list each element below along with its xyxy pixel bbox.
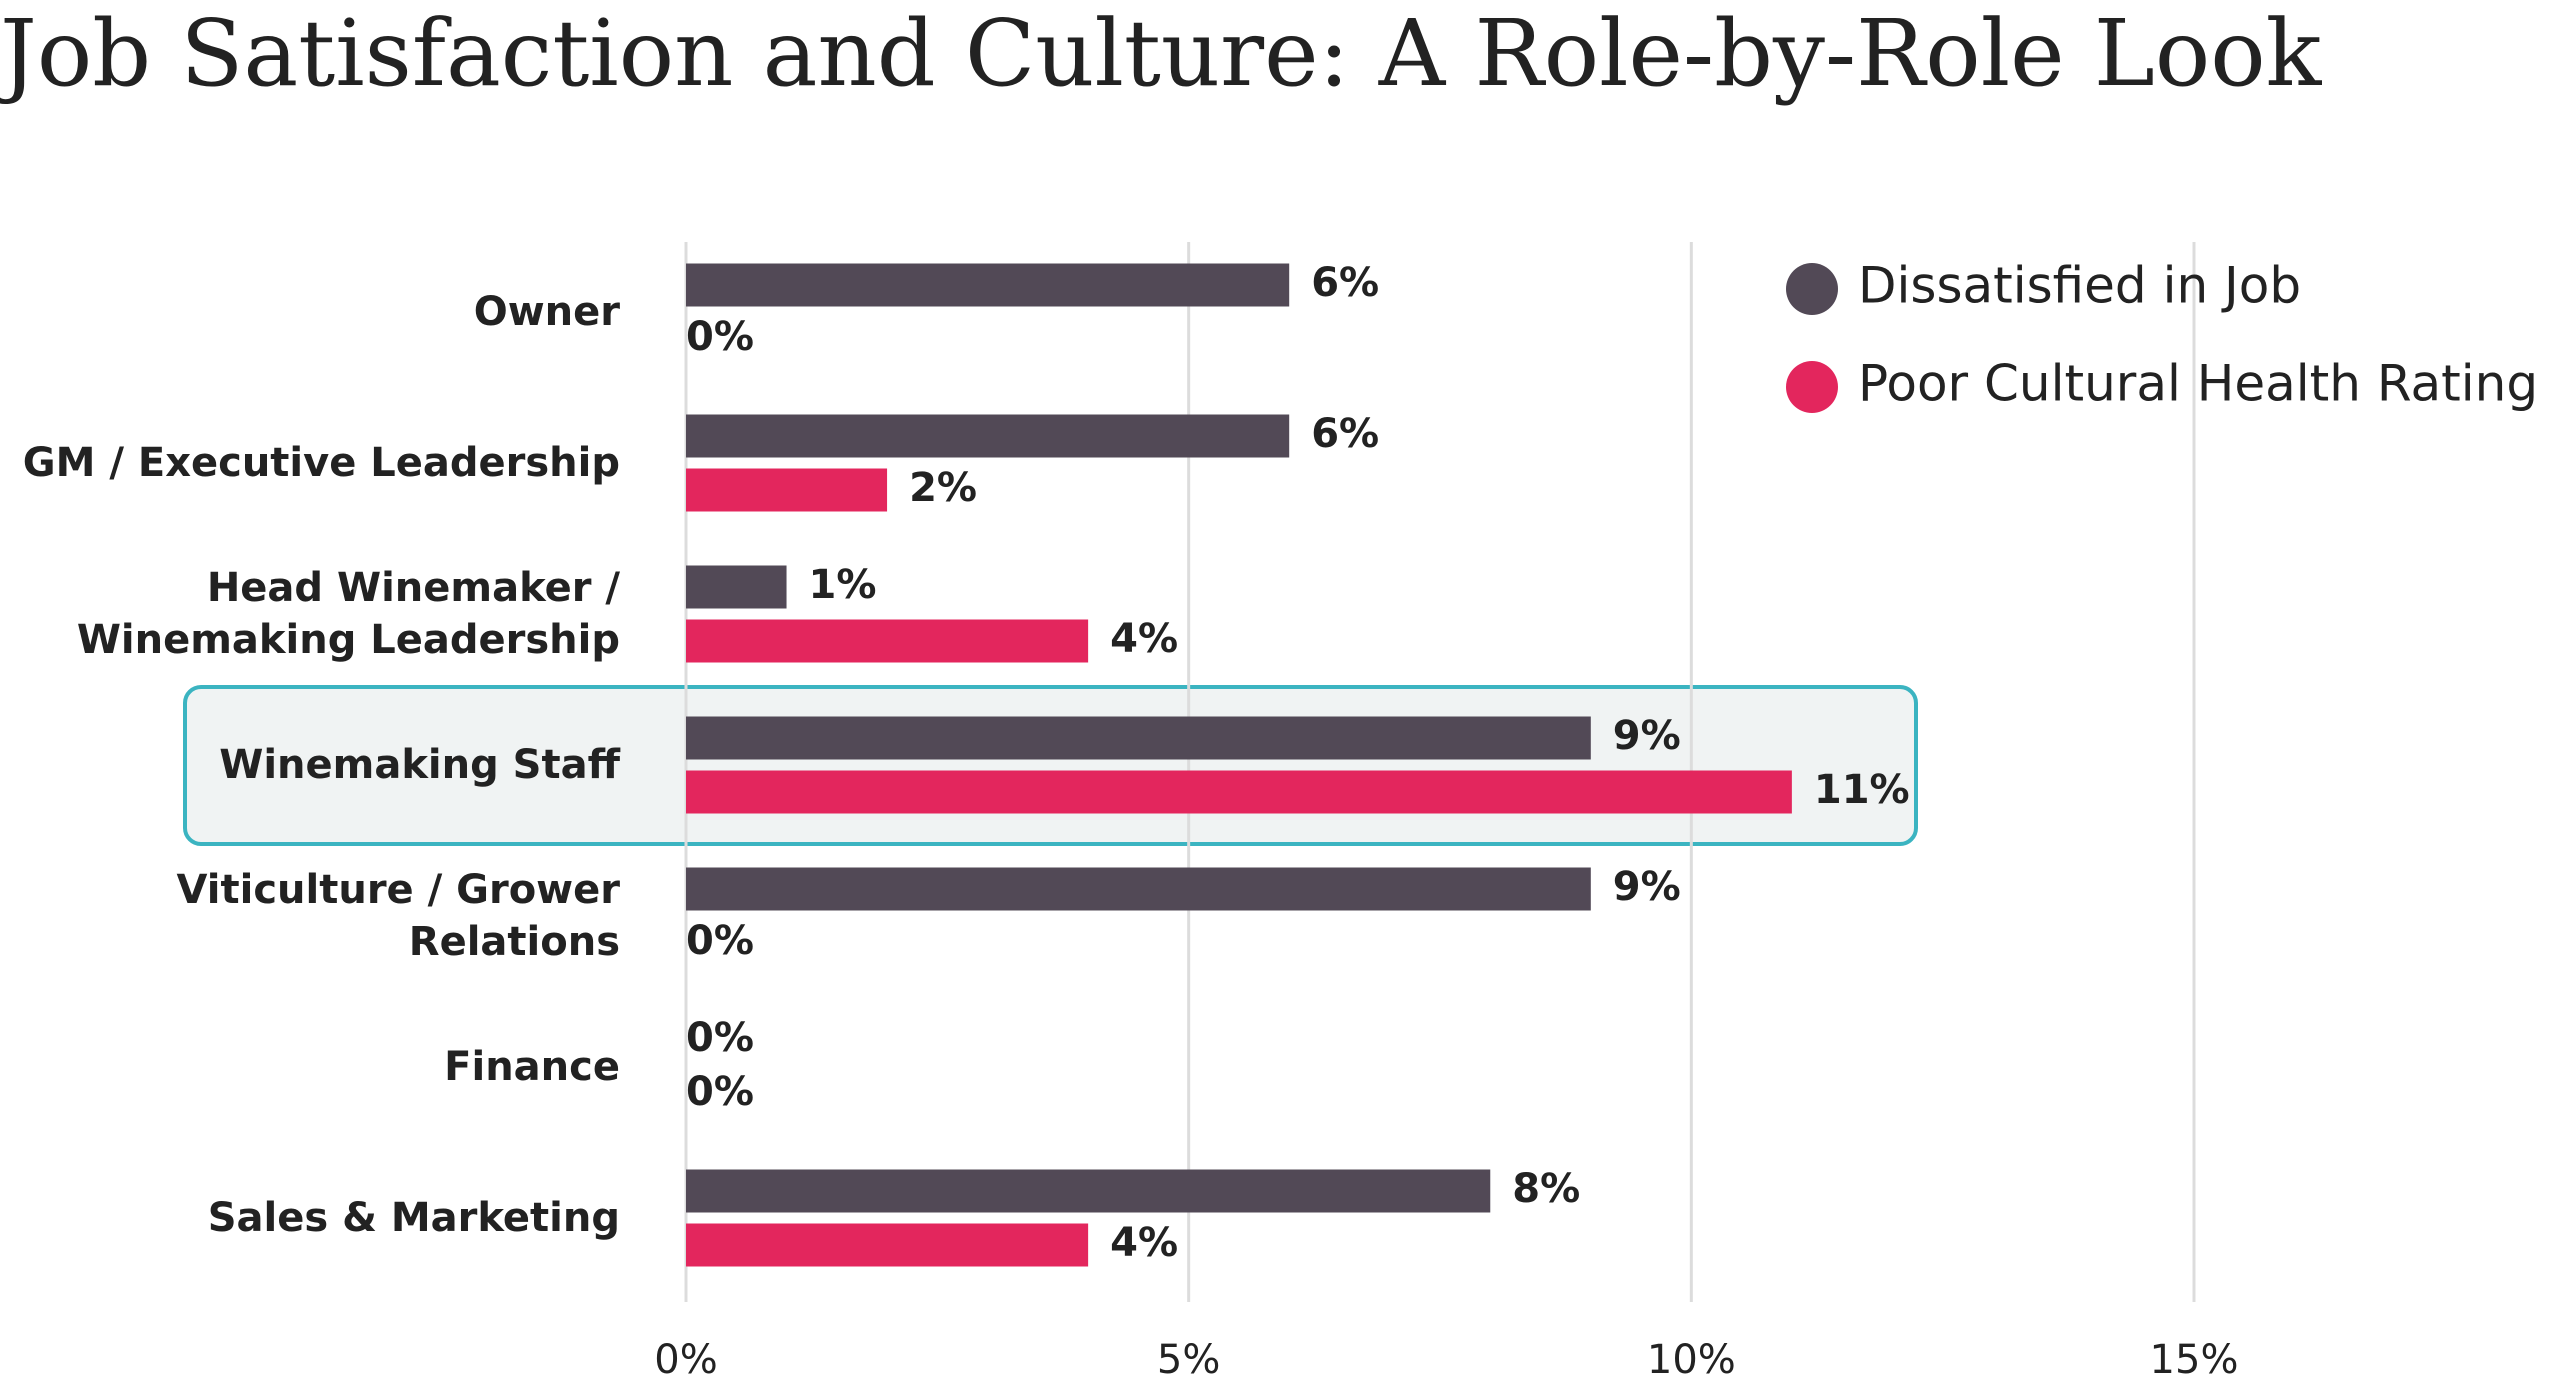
value-label: 0%	[686, 1015, 754, 1061]
bar	[686, 565, 787, 609]
x-tick-label: 10%	[1647, 1337, 1736, 1383]
value-label: 4%	[1110, 616, 1178, 662]
value-label: 8%	[1512, 1166, 1580, 1212]
value-label: 6%	[1311, 411, 1379, 457]
x-tick-label: 15%	[2150, 1337, 2239, 1383]
bar	[686, 263, 1290, 307]
bar	[686, 1223, 1089, 1267]
chart-title: Job Satisfaction and Culture: A Role-by-…	[0, 0, 2322, 107]
value-label: 9%	[1613, 864, 1681, 910]
y-tick-label: Viticulture / Grower Relations	[176, 867, 620, 965]
value-label: 9%	[1613, 713, 1681, 759]
value-label: 0%	[686, 918, 754, 964]
bar	[686, 716, 1591, 760]
y-tick-label: Finance	[444, 1044, 620, 1090]
y-tick-label: GM / Executive Leadership	[22, 440, 620, 486]
y-tick-label: Winemaking Staff	[219, 742, 620, 788]
legend-marker	[1786, 361, 1838, 413]
bar	[686, 619, 1089, 663]
x-tick-label: 5%	[1157, 1337, 1220, 1383]
x-tick-label: 0%	[654, 1337, 717, 1383]
value-label: 0%	[686, 314, 754, 360]
y-tick-label: Head Winemaker / Winemaking Leadership	[76, 565, 620, 663]
bar	[686, 770, 1792, 814]
bar	[686, 1169, 1491, 1213]
value-label: 4%	[1110, 1220, 1178, 1266]
y-tick-label: Owner	[473, 289, 620, 335]
bar	[686, 867, 1591, 911]
bar	[686, 414, 1290, 458]
value-label: 1%	[809, 562, 877, 608]
value-label: 11%	[1814, 767, 1910, 813]
legend-label: Poor Cultural Health Rating	[1858, 355, 2538, 413]
value-label: 2%	[909, 465, 977, 511]
value-label: 6%	[1311, 260, 1379, 306]
bar	[686, 468, 888, 512]
value-label: 0%	[686, 1069, 754, 1115]
y-tick-label: Sales & Marketing	[207, 1195, 620, 1241]
legend-marker	[1786, 263, 1838, 315]
legend-label: Dissatisfied in Job	[1858, 257, 2301, 315]
